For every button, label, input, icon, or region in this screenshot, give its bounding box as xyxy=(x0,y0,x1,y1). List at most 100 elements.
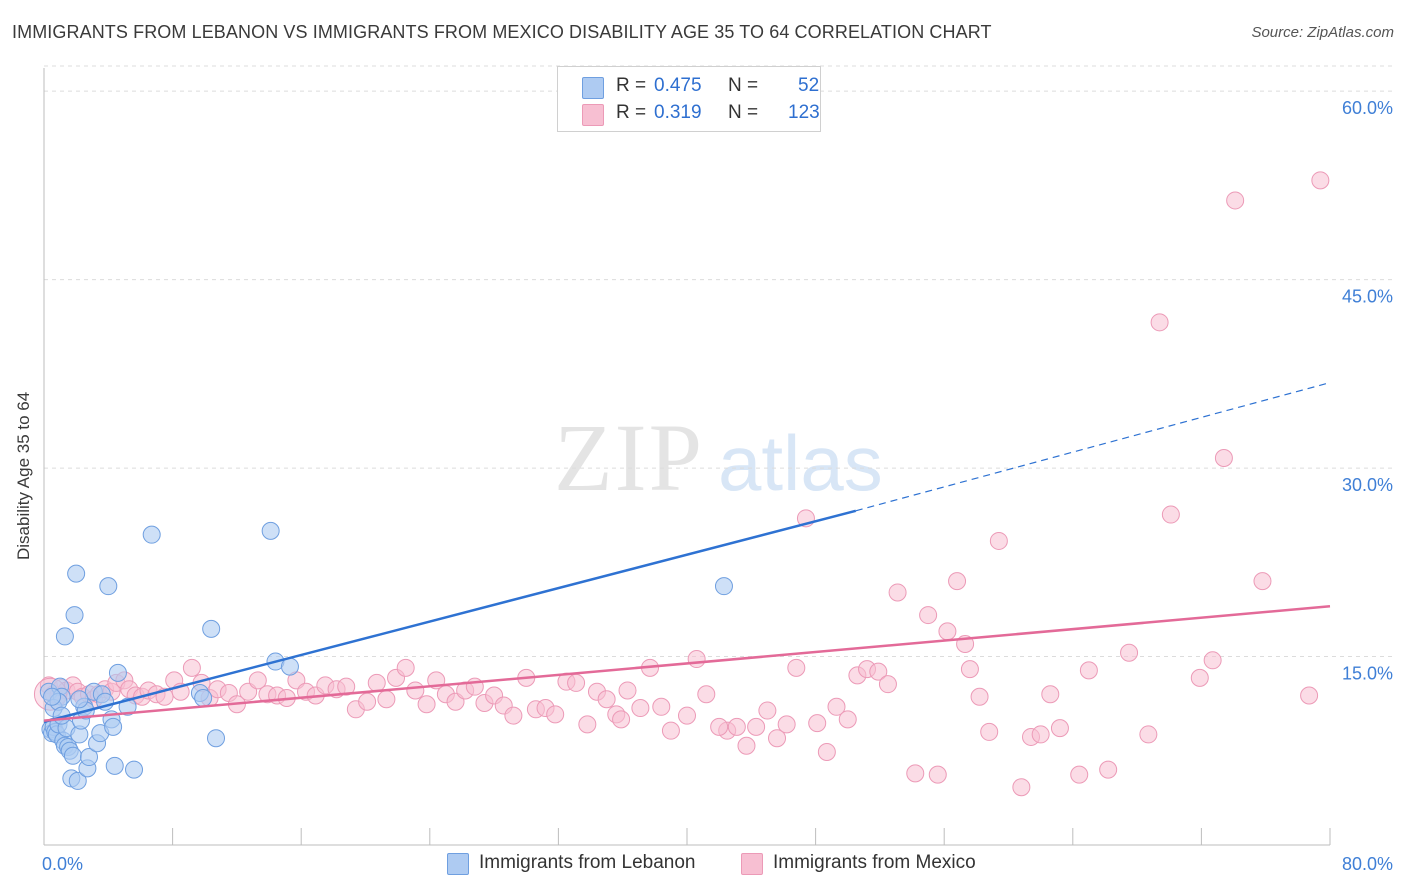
mexico-point xyxy=(1120,643,1139,662)
mexico-point xyxy=(248,671,267,690)
bottom-lebanon-label: Immigrants from Lebanon xyxy=(479,852,696,873)
mexico-point xyxy=(337,677,356,696)
mexico-point xyxy=(377,690,396,709)
mexico-point xyxy=(358,692,377,711)
bottom-lebanon-swatch xyxy=(447,853,469,875)
lebanon-r-label: R = xyxy=(616,75,647,96)
mexico-point xyxy=(938,622,957,641)
lebanon-trend-line xyxy=(43,509,857,724)
y-tick-label: 30.0% xyxy=(1342,475,1393,495)
tick-labels: 15.0% 30.0% 45.0% 60.0% 0.0% 80.0% xyxy=(42,98,1393,874)
y-tick-label: 15.0% xyxy=(1342,664,1393,684)
mexico-point xyxy=(612,710,631,729)
lebanon-point xyxy=(108,663,127,682)
lebanon-point xyxy=(55,627,74,646)
lebanon-point xyxy=(118,697,137,716)
mexico-point xyxy=(838,710,857,729)
watermark: ZIP atlas xyxy=(554,404,883,511)
y-tick-label: 60.0% xyxy=(1342,98,1393,118)
mexico-point xyxy=(631,699,650,718)
mexico-point xyxy=(906,764,925,783)
mexico-point xyxy=(1214,449,1233,468)
mexico-point xyxy=(1226,191,1245,210)
mexico-point xyxy=(578,715,597,734)
mexico-point xyxy=(827,697,846,716)
mexico-point xyxy=(878,675,897,694)
mexico-point xyxy=(1099,760,1118,779)
mexico-point xyxy=(1253,572,1272,591)
lebanon-point xyxy=(67,564,86,583)
watermark-zip: ZIP xyxy=(554,404,704,511)
source-label: Source: ZipAtlas.com xyxy=(1251,24,1394,41)
mexico-point xyxy=(1161,505,1180,524)
lebanon-point xyxy=(70,690,89,709)
bottom-mexico-swatch xyxy=(741,853,763,875)
mexico-point xyxy=(652,697,671,716)
mexico-point xyxy=(567,673,586,692)
mexico-point xyxy=(1012,778,1031,797)
lebanon-n-value: 52 xyxy=(798,75,820,96)
lebanon-point xyxy=(105,756,124,775)
lebanon-point xyxy=(142,525,161,544)
mexico-point xyxy=(777,715,796,734)
mexico-point xyxy=(1300,686,1319,705)
lebanon-point xyxy=(99,577,118,596)
lebanon-point xyxy=(261,521,280,540)
mexico-point xyxy=(948,572,967,591)
lebanon-n-label: N = xyxy=(728,75,759,96)
mexico-point xyxy=(989,531,1008,550)
mexico-point xyxy=(182,658,201,677)
lebanon-point xyxy=(63,746,82,765)
y-axis-title: Disability Age 35 to 64 xyxy=(14,391,33,560)
lebanon-trend-extension xyxy=(855,382,1331,512)
mexico-point xyxy=(597,690,616,709)
lebanon-point xyxy=(194,688,213,707)
mexico-point xyxy=(678,706,696,725)
correlation-legend: R = 0.475 N = 52 R = 0.319 N = 123 xyxy=(557,66,821,132)
mexico-point xyxy=(980,722,999,741)
mexico-point xyxy=(1150,313,1169,332)
grid-lines xyxy=(44,65,1395,658)
y-tick-label: 45.0% xyxy=(1342,287,1393,307)
axes xyxy=(43,68,1331,846)
lebanon-point xyxy=(80,748,99,767)
mexico-point xyxy=(727,717,746,736)
mexico-point xyxy=(710,717,729,736)
lebanon-points xyxy=(39,521,733,790)
mexico-point xyxy=(1311,171,1330,190)
mexico-point xyxy=(808,714,827,733)
lebanon-r-value: 0.475 xyxy=(654,75,702,96)
mexico-point xyxy=(758,701,777,720)
mexico-point xyxy=(367,673,386,692)
x-tick-label-min: 0.0% xyxy=(42,854,83,874)
mexico-point xyxy=(817,743,836,762)
watermark-atlas: atlas xyxy=(718,419,883,507)
mexico-point xyxy=(768,729,787,748)
mexico-point xyxy=(546,705,565,724)
mexico-point xyxy=(504,706,523,725)
mexico-point xyxy=(970,687,989,706)
lebanon-point xyxy=(207,729,226,748)
mexico-point xyxy=(618,681,637,700)
mexico-point xyxy=(960,660,979,679)
mexico-point xyxy=(1050,719,1069,738)
mexico-point xyxy=(928,765,947,784)
mexico-point xyxy=(787,658,806,677)
lebanon-point xyxy=(125,760,144,779)
mexico-swatch xyxy=(582,104,604,126)
chart-title: IMMIGRANTS FROM LEBANON VS IMMIGRANTS FR… xyxy=(12,22,992,42)
lebanon-point xyxy=(68,771,87,790)
lebanon-point xyxy=(714,577,733,596)
trend-lines xyxy=(43,382,1331,724)
mexico-point xyxy=(888,583,907,602)
bottom-mexico-label: Immigrants from Mexico xyxy=(773,852,976,873)
mexico-r-value: 0.319 xyxy=(654,102,702,123)
mexico-point xyxy=(1139,725,1158,744)
lebanon-point xyxy=(202,619,221,638)
mexico-point xyxy=(687,650,706,669)
mexico-point xyxy=(1190,668,1209,687)
mexico-n-value: 123 xyxy=(788,102,820,123)
mexico-n-label: N = xyxy=(728,102,759,123)
mexico-point xyxy=(869,662,888,681)
